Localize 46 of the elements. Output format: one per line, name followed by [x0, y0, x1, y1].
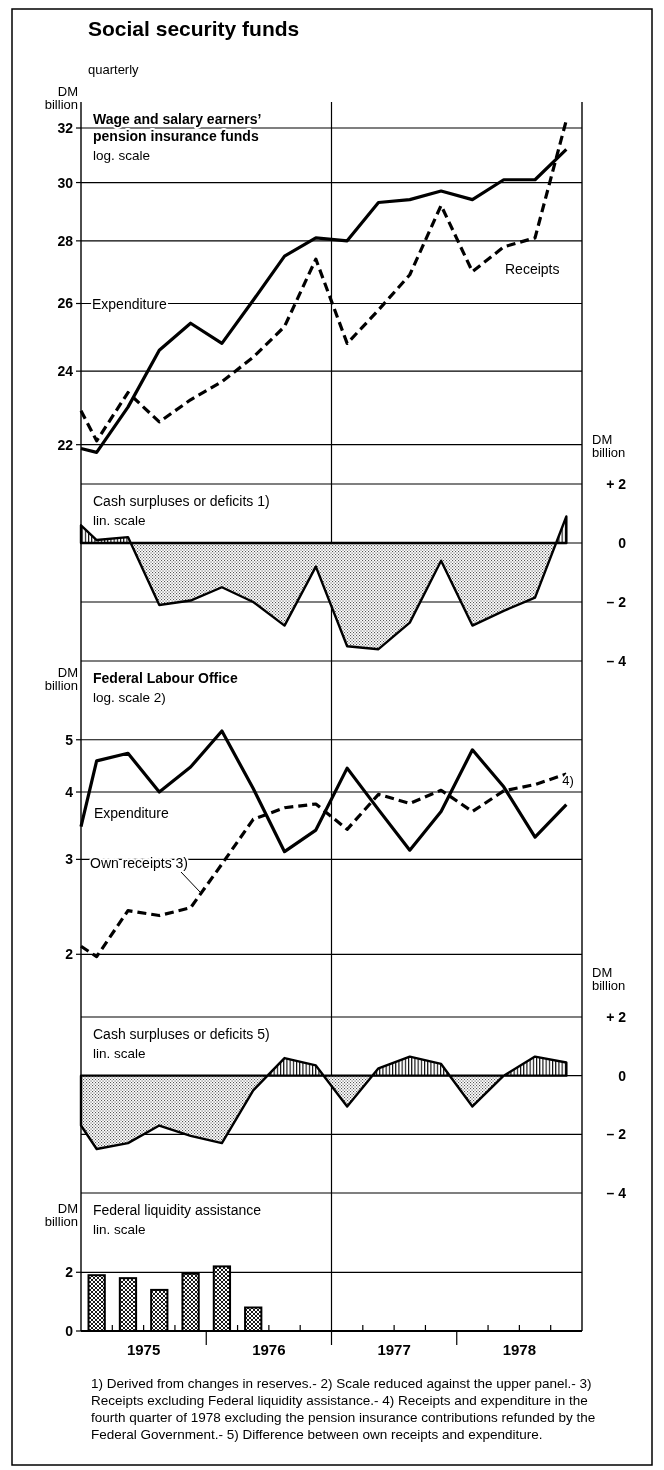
text: lin. scale	[93, 513, 146, 528]
y-axis-title: DM billion	[44, 1201, 78, 1229]
text: lin. scale	[93, 1222, 146, 1237]
text: 1) Derived from changes in reserves.- 2) Scale reduced against the upper panel.- 3) Receipts excluding Federal liquidity assistance.- 4) Receipts and expenditure in the fourth quarter of 1978 excluding the pension insurance contributions refunded by the Federal Government.- 5) Difference between own receipts and expenditure.	[91, 1376, 596, 1442]
series-label: Expenditure	[94, 805, 169, 821]
text: quarterly	[88, 62, 140, 77]
y2-axis-title: DM billion	[592, 432, 626, 460]
x-tick-label: 1977	[377, 1341, 411, 1358]
y2-tick-label: 0	[618, 1067, 627, 1084]
y-tick-label: 2	[65, 1264, 74, 1281]
text: Federal liquidity assistance	[93, 1202, 262, 1218]
y2-tick-label: – 2	[606, 1126, 627, 1143]
annotation: 4)	[562, 773, 574, 788]
x-tick-label: 1975	[126, 1341, 161, 1358]
y-tick-label: 30	[57, 174, 74, 191]
text: log. scale 2)	[93, 690, 166, 705]
y-tick-label: 28	[57, 232, 74, 249]
y2-tick-label: + 2	[606, 476, 627, 492]
text: lin. scale	[93, 1046, 146, 1061]
y-axis-title: DM billion	[44, 84, 78, 112]
y-tick-label: 24	[57, 363, 74, 380]
x-tick-label: 1978	[502, 1341, 537, 1358]
y-tick-label: 5	[65, 731, 74, 748]
y-tick-label: 0	[65, 1323, 74, 1339]
y-axis-title: DM billion	[44, 665, 78, 693]
y-tick-label: 26	[57, 295, 74, 312]
series-label: Own receipts 3)	[90, 855, 189, 871]
series-label: Receipts	[505, 261, 560, 277]
text: log. scale	[93, 148, 151, 163]
y-tick-label: 3	[65, 851, 74, 868]
y2-tick-label: + 2	[606, 1009, 627, 1025]
y-tick-label: 32	[57, 120, 74, 137]
text: Cash surpluses or deficits 5)	[93, 1026, 270, 1042]
y2-tick-label: – 2	[606, 594, 627, 610]
y-tick-label: 2	[65, 946, 74, 963]
y-tick-label: 22	[57, 436, 74, 453]
text: Cash surpluses or deficits 1)	[93, 493, 270, 509]
text: Federal Labour Office	[93, 670, 238, 686]
y2-tick-label: 0	[618, 535, 627, 551]
y2-axis-title: DM billion	[592, 965, 626, 993]
y-tick-label: 4	[65, 784, 74, 801]
x-tick-label: 1976	[252, 1341, 286, 1358]
text: Wage and salary earners’ pension insurance funds	[93, 111, 262, 144]
text: Social security funds	[88, 17, 300, 40]
y2-tick-label: – 4	[606, 1185, 627, 1201]
y2-tick-label: – 4	[606, 653, 627, 669]
